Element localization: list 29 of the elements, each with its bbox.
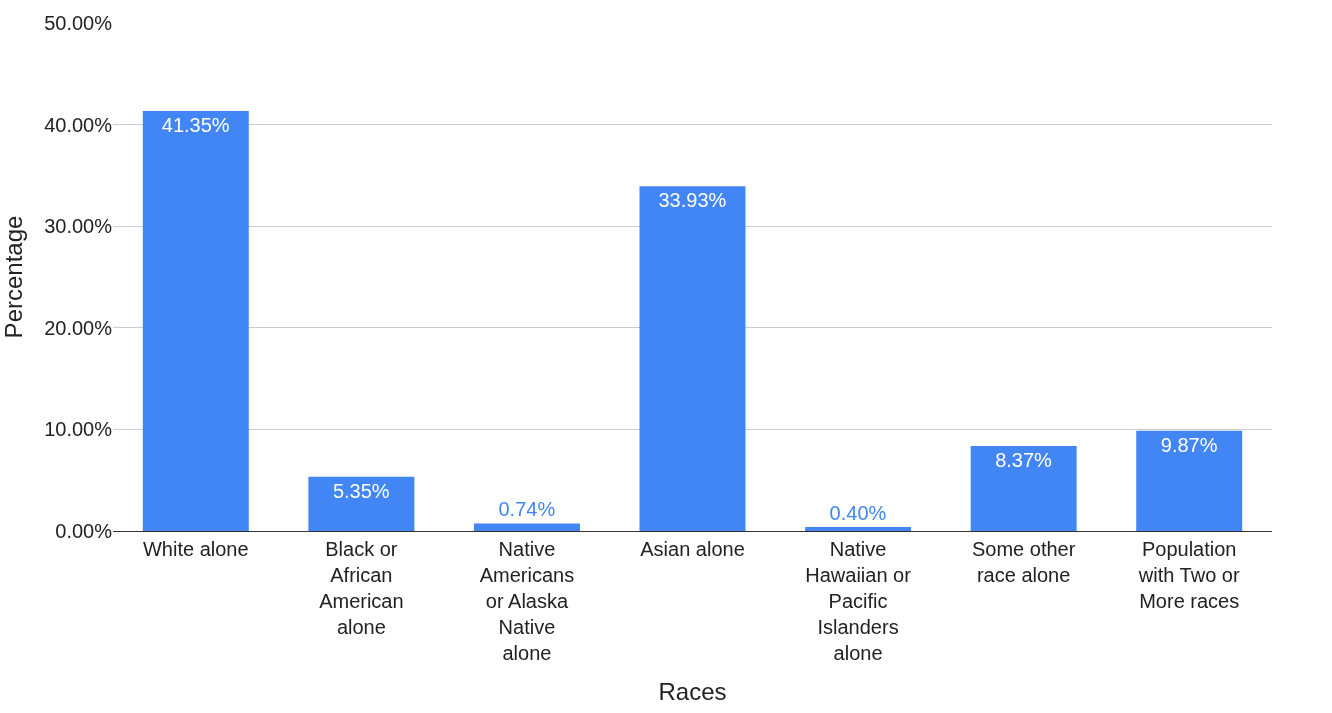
bar [805, 526, 912, 531]
data-label: 8.37% [995, 448, 1053, 471]
data-label: 41.35% [161, 113, 230, 136]
y-tick-label: 20.00% [44, 316, 113, 339]
bar [970, 445, 1077, 531]
y-tick-label: 30.00% [44, 215, 113, 238]
data-label: 0.40% [829, 501, 887, 524]
y-tick-label: 40.00% [44, 113, 113, 136]
x-tick-label: Some other race alone [971, 538, 1076, 586]
data-label: 5.35% [332, 479, 390, 502]
y-axis-title: Percentage [0, 215, 27, 339]
data-label: 33.93% [658, 189, 727, 212]
x-tick-label: Native Hawaiian or Pacific Islanders alone [805, 538, 912, 664]
x-axis-title: Races [658, 678, 727, 706]
y-tick-label: 0.00% [55, 520, 113, 542]
x-tick-label: Black or African American alone [319, 538, 404, 638]
x-tick-label: Asian alone [640, 538, 745, 560]
bar [473, 523, 580, 531]
bar [142, 110, 249, 531]
data-label: 0.74% [498, 498, 556, 521]
y-tick-label: 10.00% [44, 418, 113, 441]
bar [308, 476, 415, 531]
bar [639, 186, 746, 531]
bar [1136, 430, 1243, 531]
y-tick-label: 50.00% [44, 12, 113, 34]
x-tick-label: Population with Two or More races [1137, 538, 1240, 612]
x-tick-label: White alone [142, 538, 249, 560]
x-tick-label: Native Americans or Alaska Native alone [479, 538, 575, 664]
data-label: 9.87% [1160, 433, 1218, 456]
